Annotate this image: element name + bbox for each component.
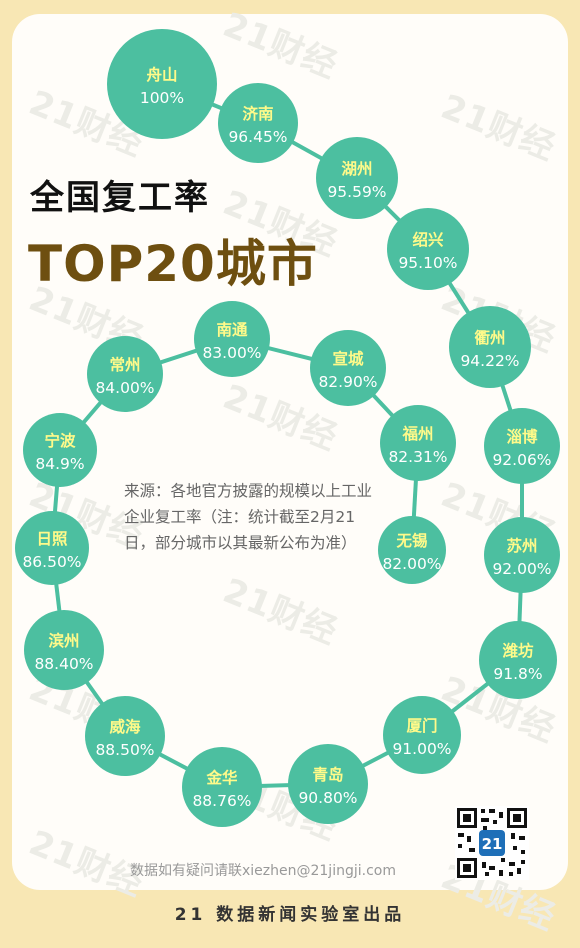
- rate-label: 84.00%: [95, 379, 154, 397]
- city-name-label: 福州: [401, 424, 433, 443]
- qr-badge: 21: [482, 835, 503, 853]
- city-bubble: 衢州 94.22%: [449, 306, 531, 388]
- rate-label: 96.45%: [228, 128, 287, 146]
- bubble-circle: [87, 336, 163, 412]
- rate-label: 88.76%: [192, 792, 251, 810]
- bubble-circle: [316, 137, 398, 219]
- city-name-label: 苏州: [506, 536, 537, 555]
- bubble-circle: [310, 330, 386, 406]
- rate-label: 92.00%: [492, 560, 551, 578]
- city-name-label: 绍兴: [412, 230, 444, 249]
- city-bubble: 宁波 84.9%: [23, 413, 97, 487]
- city-bubble: 金华 88.76%: [182, 747, 262, 827]
- city-bubble: 滨州 88.40%: [24, 610, 104, 690]
- rate-label: 82.31%: [388, 448, 447, 466]
- bubble-circle: [24, 610, 104, 690]
- rate-label: 88.40%: [34, 655, 93, 673]
- city-name-label: 宁波: [44, 431, 76, 450]
- bubble-circle: [387, 208, 469, 290]
- city-name-label: 济南: [242, 104, 273, 123]
- rate-label: 84.9%: [35, 455, 84, 473]
- bubble-circle: [449, 306, 531, 388]
- city-bubble: 无锡 82.00%: [378, 516, 446, 584]
- contact-line: 数据如有疑问请联xiezhen@21jingji.com: [130, 863, 396, 879]
- city-bubble: 厦门 91.00%: [383, 696, 461, 774]
- city-name-label: 湖州: [341, 160, 372, 178]
- city-name-label: 威海: [109, 717, 141, 736]
- bubble-circle: [479, 621, 557, 699]
- bubble-circle: [15, 511, 89, 585]
- city-bubble: 济南 96.45%: [218, 83, 298, 163]
- source-note: 来源：各地官方披露的规模以上工业企业复工率（注：统计截至2月21日，部分城市以其…: [124, 482, 373, 552]
- rate-label: 91.8%: [493, 665, 542, 683]
- city-name-label: 潍坊: [502, 641, 534, 660]
- bubble-circle: [484, 408, 560, 484]
- bubble-circle: [194, 301, 270, 377]
- city-bubble: 舟山 100%: [107, 29, 217, 139]
- chart-title-line1: 全国复工率: [30, 178, 210, 218]
- bubble-circle: [288, 744, 368, 824]
- city-name-label: 青岛: [312, 765, 343, 784]
- bubble-circle: [182, 747, 262, 827]
- rate-label: 92.06%: [492, 451, 551, 469]
- footer-credit: 21 数据新闻实验室出品: [174, 905, 406, 925]
- rate-label: 86.50%: [22, 553, 81, 571]
- city-name-label: 滨州: [48, 631, 79, 650]
- rate-label: 90.80%: [298, 789, 357, 807]
- rate-label: 91.00%: [392, 740, 451, 758]
- city-name-label: 日照: [36, 530, 68, 548]
- city-bubble: 威海 88.50%: [85, 696, 165, 776]
- city-bubble: 南通 83.00%: [194, 301, 270, 377]
- city-bubble: 福州 82.31%: [380, 405, 456, 481]
- bubble-circle: [23, 413, 97, 487]
- rate-label: 95.10%: [398, 254, 457, 272]
- rate-label: 83.00%: [202, 344, 261, 362]
- city-bubble: 苏州 92.00%: [484, 517, 560, 593]
- city-bubble: 潍坊 91.8%: [479, 621, 557, 699]
- rate-label: 82.90%: [318, 373, 377, 391]
- bubble-circle: [218, 83, 298, 163]
- city-name-label: 南通: [216, 320, 248, 339]
- bubble-circle: [378, 516, 446, 584]
- city-bubble: 常州 84.00%: [87, 336, 163, 412]
- city-bubble: 青岛 90.80%: [288, 744, 368, 824]
- city-bubble: 宣城 82.90%: [310, 330, 386, 406]
- rate-label: 88.50%: [95, 741, 154, 759]
- chart-title-line2: TOP20城市: [28, 235, 318, 293]
- city-bubble: 湖州 95.59%: [316, 137, 398, 219]
- city-name-label: 舟山: [146, 65, 177, 84]
- city-name-label: 金华: [205, 768, 238, 787]
- city-name-label: 宣城: [332, 349, 364, 368]
- city-bubble: 日照 86.50%: [15, 511, 89, 585]
- bubble-circle: [380, 405, 456, 481]
- rate-label: 100%: [140, 89, 184, 107]
- city-bubble: 绍兴 95.10%: [387, 208, 469, 290]
- city-bubble: 淄博 92.06%: [484, 408, 560, 484]
- rate-label: 94.22%: [460, 352, 519, 370]
- bubble-circle: [484, 517, 560, 593]
- city-name-label: 常州: [109, 355, 140, 374]
- qr-code[interactable]: 21: [455, 806, 529, 880]
- bubble-circle: [383, 696, 461, 774]
- city-name-label: 衢州: [474, 328, 505, 347]
- bubble-circle: [107, 29, 217, 139]
- rate-label: 95.59%: [327, 183, 386, 201]
- rate-label: 82.00%: [382, 555, 441, 573]
- city-name-label: 无锡: [395, 531, 427, 550]
- bubble-circle: [85, 696, 165, 776]
- city-name-label: 厦门: [406, 716, 437, 735]
- city-name-label: 淄博: [506, 427, 538, 446]
